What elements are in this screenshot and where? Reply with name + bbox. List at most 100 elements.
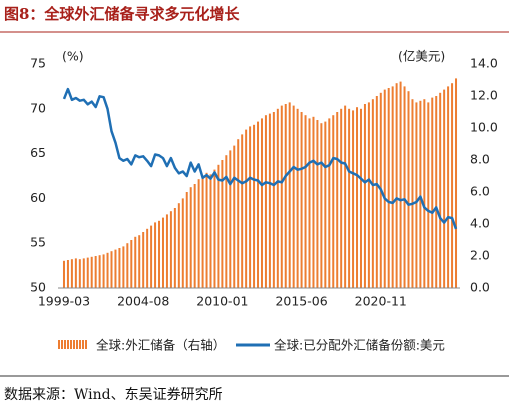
bar (241, 134, 244, 288)
legend-swatch (64, 340, 66, 349)
y-tick-label: 55 (30, 235, 46, 250)
bar (62, 260, 65, 288)
legend-swatch (70, 340, 72, 349)
bar (264, 115, 267, 288)
bar (300, 112, 303, 288)
bar (181, 198, 184, 288)
bar (427, 102, 430, 289)
bar (336, 112, 339, 288)
bar (356, 107, 359, 288)
bar (221, 160, 224, 288)
bar (126, 243, 129, 288)
bar (455, 78, 458, 289)
bar (165, 214, 168, 288)
bar (332, 115, 335, 288)
bar (447, 86, 450, 289)
bar (106, 252, 109, 288)
bar (193, 184, 196, 288)
source: 数据来源：Wind、东吴证券研究所 (4, 387, 223, 403)
bar (209, 174, 212, 288)
bar (363, 104, 366, 288)
legend-swatch (82, 340, 84, 349)
legend-swatch (79, 340, 81, 349)
legend-swatch (67, 340, 69, 349)
y2-tick-label: 12.0 (470, 88, 498, 103)
bar (423, 99, 426, 288)
legend-swatch (85, 340, 87, 349)
legend-label: 全球:已分配外汇储备份额:美元 (274, 338, 445, 353)
y-tick-label: 60 (30, 190, 46, 205)
bar (66, 260, 69, 288)
bar (359, 108, 362, 288)
y2-tick-label: 4.0 (470, 216, 490, 231)
bar (419, 100, 422, 288)
bar (320, 123, 323, 288)
bar (146, 228, 149, 288)
x-tick-label: 2020-11 (355, 294, 407, 309)
bar (344, 105, 347, 288)
bar (439, 92, 442, 288)
bar (391, 86, 394, 289)
bar (134, 236, 137, 288)
bar (94, 256, 97, 288)
bar (431, 97, 434, 288)
bar (197, 179, 200, 288)
bar (304, 115, 307, 288)
bar (86, 257, 89, 288)
y2-tick-label: 0.0 (470, 280, 490, 295)
line-series (62, 87, 458, 230)
legend-swatch (61, 340, 63, 349)
y-tick-label: 50 (30, 280, 46, 295)
y2-tick-label: 14.0 (470, 56, 498, 71)
legend-swatch (76, 340, 78, 349)
bar (324, 121, 327, 288)
bar (415, 102, 418, 289)
bar (233, 145, 236, 288)
bar (205, 172, 208, 288)
bar (308, 118, 311, 289)
bar (150, 225, 153, 288)
bar (292, 105, 295, 288)
bar (383, 89, 386, 288)
x-tick-label: 2010-01 (196, 294, 248, 309)
bar (110, 251, 113, 288)
bar (249, 126, 252, 289)
bar (387, 88, 390, 288)
bar (280, 105, 283, 288)
bar (352, 110, 355, 289)
bar (161, 217, 164, 288)
bar (260, 118, 263, 289)
y2-tick-label: 2.0 (470, 248, 490, 263)
bar (328, 118, 331, 289)
y2-tick-label: 8.0 (470, 152, 490, 167)
bar (371, 99, 374, 288)
bar (217, 164, 220, 288)
bar (158, 220, 161, 288)
bar (316, 120, 319, 288)
legend-swatch (58, 340, 60, 349)
bar (90, 256, 93, 288)
bar (122, 246, 125, 288)
legend-swatch (73, 340, 75, 349)
x-tick-label: 2015-06 (275, 294, 327, 309)
bar (142, 232, 145, 288)
bar (82, 258, 85, 288)
bar (284, 104, 287, 288)
bar (169, 211, 172, 288)
bar (245, 129, 248, 288)
bar (138, 235, 141, 288)
bar (435, 96, 438, 288)
bar (74, 258, 77, 288)
bar (201, 176, 204, 288)
bar (257, 121, 260, 288)
bar (268, 113, 271, 288)
bar (375, 96, 378, 288)
bar (411, 99, 414, 288)
y2-tick-label: 10.0 (470, 120, 498, 135)
bar (443, 89, 446, 288)
bar (177, 203, 180, 288)
bar (78, 259, 81, 288)
bar (399, 81, 402, 288)
y2-tick-label: 6.0 (470, 184, 490, 199)
